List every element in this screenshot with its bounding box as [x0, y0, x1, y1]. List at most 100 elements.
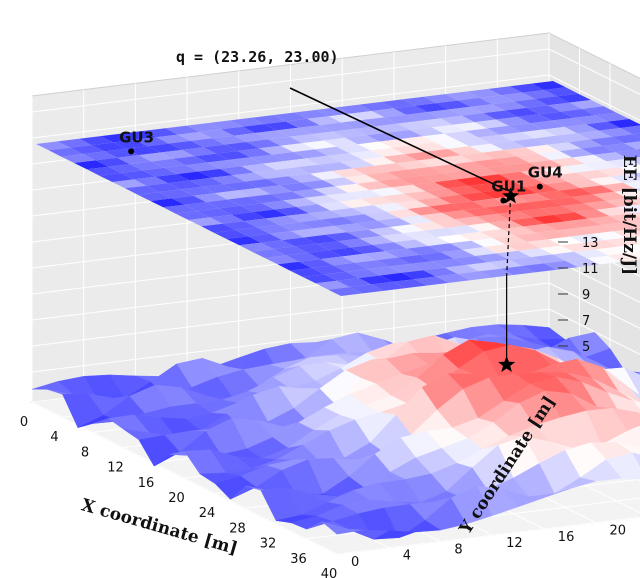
heatmap-cell	[122, 130, 157, 140]
heatmap-cell	[201, 223, 236, 233]
x-tick-label: 0	[20, 415, 28, 430]
projection-dashed-line	[506, 196, 512, 277]
left-pane-grid-row	[31, 282, 550, 347]
heatmap-cell	[531, 254, 566, 264]
heatmap-cell	[401, 136, 436, 146]
heatmap-cell	[607, 119, 640, 128]
heatmap-cell	[563, 163, 598, 173]
heatmap-cell	[79, 136, 114, 146]
heatmap-cell	[598, 128, 634, 137]
y-tick-label: 16	[558, 530, 575, 545]
heatmap-cell	[327, 153, 362, 163]
heatmap-cell	[270, 191, 305, 201]
heatmap-cell	[414, 276, 449, 286]
heatmap-cell	[542, 166, 577, 176]
right-pane-grid-row	[548, 22, 640, 69]
heatmap-cell	[211, 175, 246, 185]
heatmap-cell	[459, 192, 494, 202]
heatmap-cell	[311, 131, 346, 141]
heatmap-cell	[319, 122, 355, 132]
heatmap-cell	[554, 172, 589, 182]
heatmap-cell	[622, 220, 640, 229]
heatmap-cell	[586, 255, 621, 265]
heatmap-cell	[169, 140, 204, 150]
heatmap-cell	[112, 179, 147, 189]
heatmap-cell	[333, 262, 368, 272]
heatmap-cell	[467, 222, 502, 232]
heatmap-cell	[239, 242, 274, 252]
heatmap-cell	[519, 208, 554, 218]
heatmap-cell	[57, 138, 92, 148]
heatmap-cell	[283, 197, 318, 207]
heatmap-cell	[538, 151, 573, 161]
heatmap-cell	[582, 240, 618, 250]
heatmap-cell	[601, 182, 636, 192]
heatmap-cell	[291, 228, 326, 238]
heatmap-cell	[134, 137, 170, 147]
heatmap-cell	[400, 175, 435, 185]
heatmap-cell	[509, 83, 545, 93]
right-pane-grid-row	[548, 74, 640, 121]
heatmap-cell	[449, 106, 484, 116]
heatmap-cell	[312, 225, 347, 235]
x-tick-label: 12	[107, 461, 124, 476]
heatmap-cell	[357, 181, 392, 190]
heatmap-cell	[484, 244, 519, 254]
heatmap-cell	[113, 139, 148, 149]
heatmap-cell	[587, 216, 623, 225]
heatmap-cell	[257, 224, 292, 234]
heatmap-cell	[543, 260, 578, 270]
heatmap-cell	[223, 181, 259, 191]
heatmap-cell	[606, 158, 640, 168]
heatmap-cell	[386, 209, 421, 218]
heatmap-cell	[390, 224, 425, 234]
heatmap-cell	[609, 213, 640, 223]
heatmap-cell	[488, 86, 523, 96]
heatmap-cell	[555, 133, 590, 143]
heatmap-cell	[280, 143, 315, 152]
heatmap-cell	[486, 165, 521, 175]
y-tick-label: 4	[403, 549, 411, 564]
heatmap-cell	[615, 149, 640, 159]
heatmap-cell	[635, 188, 640, 192]
heatmap-cell	[506, 202, 541, 212]
heatmap-cell	[497, 211, 533, 221]
heatmap-cell	[626, 235, 640, 244]
heatmap-cell	[344, 174, 379, 184]
heatmap-cell	[637, 149, 640, 152]
heatmap-cell	[469, 143, 504, 153]
heatmap-cell	[307, 116, 342, 126]
heatmap-cell	[164, 165, 199, 175]
heatmap-cell	[345, 135, 380, 145]
heatmap-cell	[318, 162, 354, 171]
heatmap-cell	[186, 123, 221, 132]
heatmap-cell	[458, 97, 493, 107]
heatmap-cell	[358, 275, 393, 285]
heatmap-cell	[275, 167, 310, 177]
heatmap-cell	[485, 204, 520, 214]
heatmap-cell	[304, 234, 339, 244]
heatmap-cell	[266, 176, 302, 186]
y-tick-label: 12	[506, 536, 523, 551]
heatmap-cell	[550, 157, 586, 167]
heatmap-cell	[359, 235, 394, 245]
x-tick-label: 8	[81, 445, 89, 460]
heatmap-cell	[229, 117, 265, 127]
heatmap-cell	[360, 196, 396, 206]
heatmap-cell	[561, 242, 596, 252]
heatmap-cell	[394, 239, 429, 249]
heatmap-cell	[402, 96, 437, 106]
heatmap-cell	[456, 137, 492, 147]
heatmap-cell	[264, 121, 299, 131]
heatmap-cell	[329, 247, 364, 257]
heatmap-cell	[367, 266, 402, 276]
heatmap-cell	[282, 237, 317, 247]
heatmap-cell	[567, 179, 602, 188]
heatmap-cell	[48, 147, 83, 157]
heatmap-cell	[252, 249, 287, 258]
heatmap-cell	[181, 147, 217, 157]
heatmap-cell	[231, 212, 266, 222]
heatmap-cell	[315, 146, 350, 156]
heatmap-cell	[617, 244, 640, 253]
heatmap-cell	[449, 240, 484, 250]
